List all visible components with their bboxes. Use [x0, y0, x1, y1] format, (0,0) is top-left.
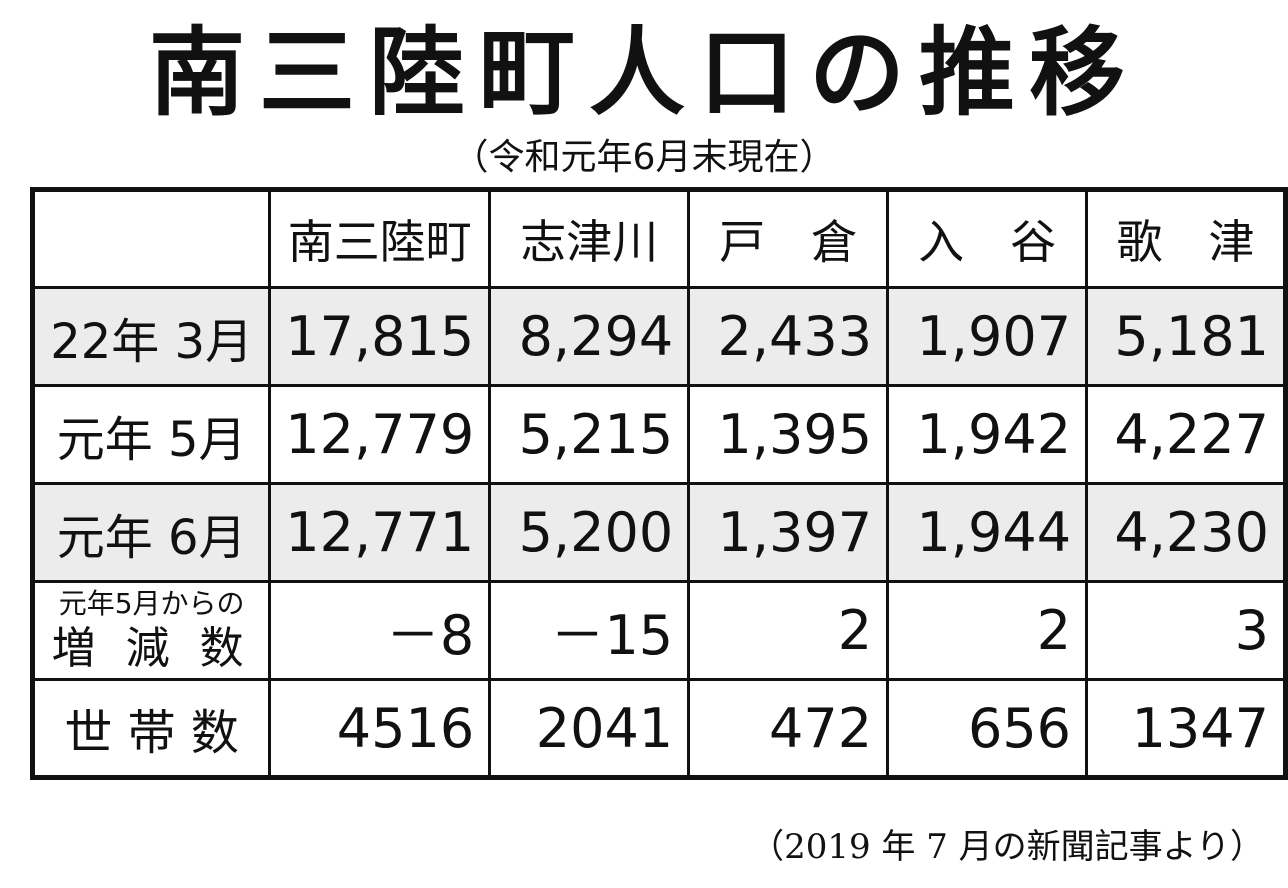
column-header: 戸 倉 — [687, 188, 890, 289]
row-label: 22年 3月 — [30, 286, 272, 387]
cell: －8 — [268, 580, 492, 681]
cell: 2 — [687, 580, 890, 681]
data-row: 元年 5月 12,779 5,215 1,395 1,942 4,227 — [30, 384, 1287, 485]
cell: 1347 — [1085, 678, 1287, 779]
row-label: 世 帯 数 — [30, 678, 272, 779]
row-label-line: 元年5月からの — [58, 586, 245, 620]
column-header: 志津川 — [488, 188, 691, 289]
cell: －15 — [488, 580, 691, 681]
row-label-line: 増 減 数 — [51, 622, 252, 674]
cell: 656 — [886, 678, 1089, 779]
cell: 5,215 — [488, 384, 691, 485]
row-label-line: 22年 3月 — [50, 313, 254, 370]
row-label-line: 元年 6月 — [56, 509, 247, 566]
column-header: 入 谷 — [886, 188, 1089, 289]
row-label: 元年5月からの増 減 数 — [30, 580, 272, 681]
cell: 2041 — [488, 678, 691, 779]
population-table: 南三陸町 志津川戸 倉入 谷歌 津 22年 3月 17,815 8,294 2,433 1,… — [30, 187, 1288, 780]
header-row: 南三陸町 志津川戸 倉入 谷歌 津 — [30, 188, 1287, 289]
corner-cell — [30, 188, 272, 289]
column-header: 南三陸町 — [268, 188, 492, 289]
data-row: 22年 3月 17,815 8,294 2,433 1,907 5,181 — [30, 286, 1287, 387]
cell: 2 — [886, 580, 1089, 681]
cell: 17,815 — [268, 286, 492, 387]
data-row: 元年 6月 12,771 5,200 1,397 1,944 4,230 — [30, 482, 1287, 583]
cell: 8,294 — [488, 286, 691, 387]
cell: 5,181 — [1085, 286, 1287, 387]
data-row: 元年5月からの増 減 数－8 －15 2 2 3 — [30, 580, 1287, 681]
row-label-line: 元年 5月 — [56, 411, 247, 468]
footnote: （2019 年 7 月の新聞記事より） — [750, 827, 1264, 867]
row-label: 元年 5月 — [30, 384, 272, 485]
cell: 472 — [687, 678, 890, 779]
title: 南三陸町人口の推移 — [149, 17, 1139, 129]
cell: 1,395 — [687, 384, 890, 485]
cell: 5,200 — [488, 482, 691, 583]
cell: 4,227 — [1085, 384, 1287, 485]
row-label: 元年 6月 — [30, 482, 272, 583]
cell: 1,944 — [886, 482, 1089, 583]
cell: 1,907 — [886, 286, 1089, 387]
cell: 12,779 — [268, 384, 492, 485]
column-header: 歌 津 — [1085, 188, 1287, 289]
subtitle: （令和元年6月末現在） — [452, 137, 836, 178]
cell: 1,942 — [886, 384, 1089, 485]
cell: 2,433 — [687, 286, 890, 387]
cell: 4,230 — [1085, 482, 1287, 583]
row-label-line: 世 帯 数 — [64, 705, 239, 761]
data-row: 世 帯 数 4516 2041 472 656 1347 — [30, 678, 1287, 779]
cell: 1,397 — [687, 482, 890, 583]
cell: 12,771 — [268, 482, 492, 583]
cell: 4516 — [268, 678, 492, 779]
cell: 3 — [1085, 580, 1287, 681]
